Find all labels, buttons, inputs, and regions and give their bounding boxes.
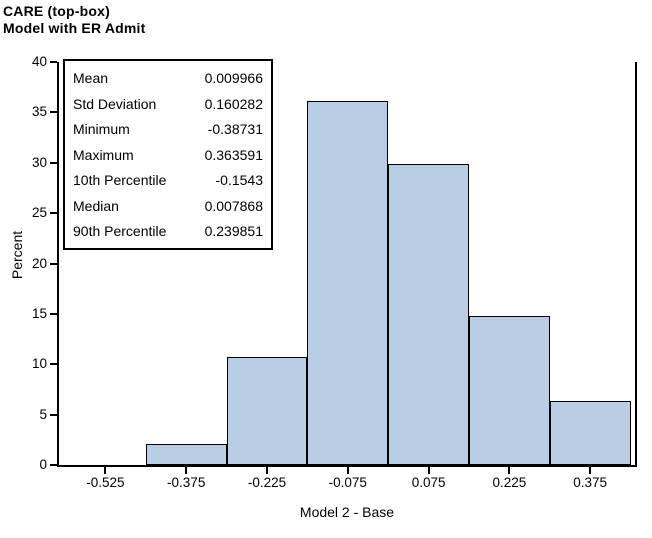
y-tick-label: 5 [39,406,47,422]
stat-row: Maximum 0.363591 [73,143,263,169]
stat-row: Mean 0.009966 [73,66,263,92]
x-tick-label: -0.075 [328,475,367,490]
x-tick-label: 0.075 [411,475,446,490]
y-tick [50,161,57,164]
y-tick [50,312,57,315]
stat-label: Mean [73,70,109,86]
y-tick [50,262,57,265]
x-tick [427,467,430,474]
stat-row: 90th Percentile 0.239851 [73,219,263,245]
y-tick-label: 35 [31,104,47,120]
y-tick [50,464,57,466]
x-tick [346,467,349,474]
stat-value: 0.007868 [204,197,263,214]
stat-value: 0.009966 [204,70,263,86]
histogram-bar--0.225 [226,357,308,465]
y-tick-label: 40 [31,54,47,69]
y-tick-label: 0 [39,457,47,472]
histogram-bar-0.075 [388,163,469,465]
y-tick [50,61,57,63]
stat-label: Minimum [73,121,130,137]
histogram-bar--0.375 [145,443,227,465]
stat-label: Median [73,197,119,214]
histogram-bar-0.225 [469,315,550,465]
histogram-bar-0.375 [549,400,631,465]
histogram-bar--0.075 [307,101,389,465]
y-tick-label: 20 [31,255,47,271]
x-tick [508,467,511,474]
x-axis-label: Model 2 - Base [299,504,395,520]
x-tick-label: -0.225 [247,475,287,490]
y-tick [50,212,57,215]
stats-box: Mean 0.009966 Std Deviation 0.160282 Minimum… [63,59,273,250]
y-tick [50,111,57,114]
y-tick-label: 15 [31,305,47,321]
stat-value: -0.38731 [207,121,263,137]
x-tick [266,467,268,474]
stat-value: -0.1543 [215,172,263,188]
x-tick [104,467,107,474]
chart-title: CARE (top-box) [3,3,111,19]
x-tick [185,467,188,474]
stat-value: 0.160282 [204,95,263,112]
stat-row: Std Deviation 0.160282 [73,92,263,118]
stat-value: 0.363591 [204,146,263,163]
x-tick-label: 0.375 [573,475,608,490]
stat-row: Minimum -0.38731 [73,117,263,143]
x-tick-label: 0.225 [492,475,527,490]
stat-label: 10th Percentile [73,172,167,188]
stat-label: Maximum [73,146,134,163]
x-tick-label: -0.525 [86,475,125,490]
chart-subtitle: Model with ER Admit [3,20,146,36]
stat-row: Median 0.007868 [73,194,263,220]
y-tick [50,363,57,366]
x-tick-label: -0.375 [167,475,206,490]
stat-value: 0.239851 [204,223,263,239]
y-tick-label: 30 [31,154,47,170]
stat-label: 90th Percentile [73,223,167,239]
plot-area: 0 5 10 15 20 25 30 35 40 -0.525 -0.375 -0.225 -0.075… [32,54,637,490]
chart-titles: CARE (top-box) Model with ER Admit [3,3,146,37]
y-tick-label: 25 [31,205,47,221]
stat-row: 10th Percentile -0.1543 [73,168,263,194]
y-tick-label: 10 [31,356,47,372]
stat-label: Std Deviation [73,95,157,112]
y-tick [50,413,57,416]
x-tick [589,467,592,474]
